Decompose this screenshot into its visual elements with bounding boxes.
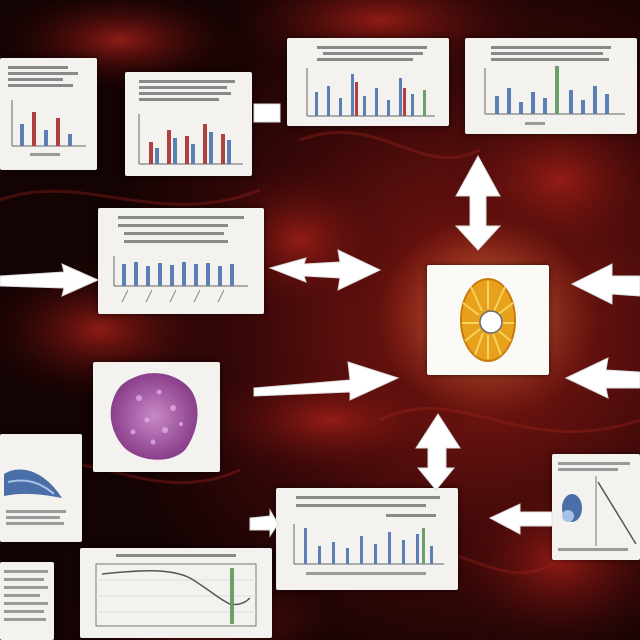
top-left-chart (0, 58, 97, 170)
center-node (427, 265, 549, 375)
bottom-right-chart (552, 454, 640, 560)
left-blue-shape (0, 434, 82, 542)
arrow-lower-to-center (253, 361, 400, 401)
arrow-left-in (0, 263, 100, 297)
bottom-far-left-doc (0, 562, 54, 640)
wing-shape-icon (4, 469, 66, 525)
bottom-left-line-chart (80, 548, 272, 638)
arrow-right-lower (564, 357, 640, 399)
arrow-bottom-center-in (249, 508, 279, 538)
curve-plot-icon (558, 462, 637, 551)
purple-cell-image (93, 362, 220, 472)
arrow-top-vertical (454, 154, 502, 251)
top-center-chart (287, 38, 449, 126)
arrow-right-upper (570, 263, 640, 305)
arrow-mid-to-center (268, 249, 382, 291)
arrow-bottom-vertical (415, 413, 461, 491)
top-right-chart (465, 38, 637, 134)
top-mid-chart (125, 72, 252, 176)
bottom-center-chart (276, 488, 458, 590)
micrograph-cell-icon (110, 373, 198, 460)
radial-cell-icon (460, 278, 516, 362)
arrow-top-mid-out (253, 103, 281, 123)
arrow-bottom-right (488, 503, 553, 535)
mid-left-chart (98, 208, 264, 314)
